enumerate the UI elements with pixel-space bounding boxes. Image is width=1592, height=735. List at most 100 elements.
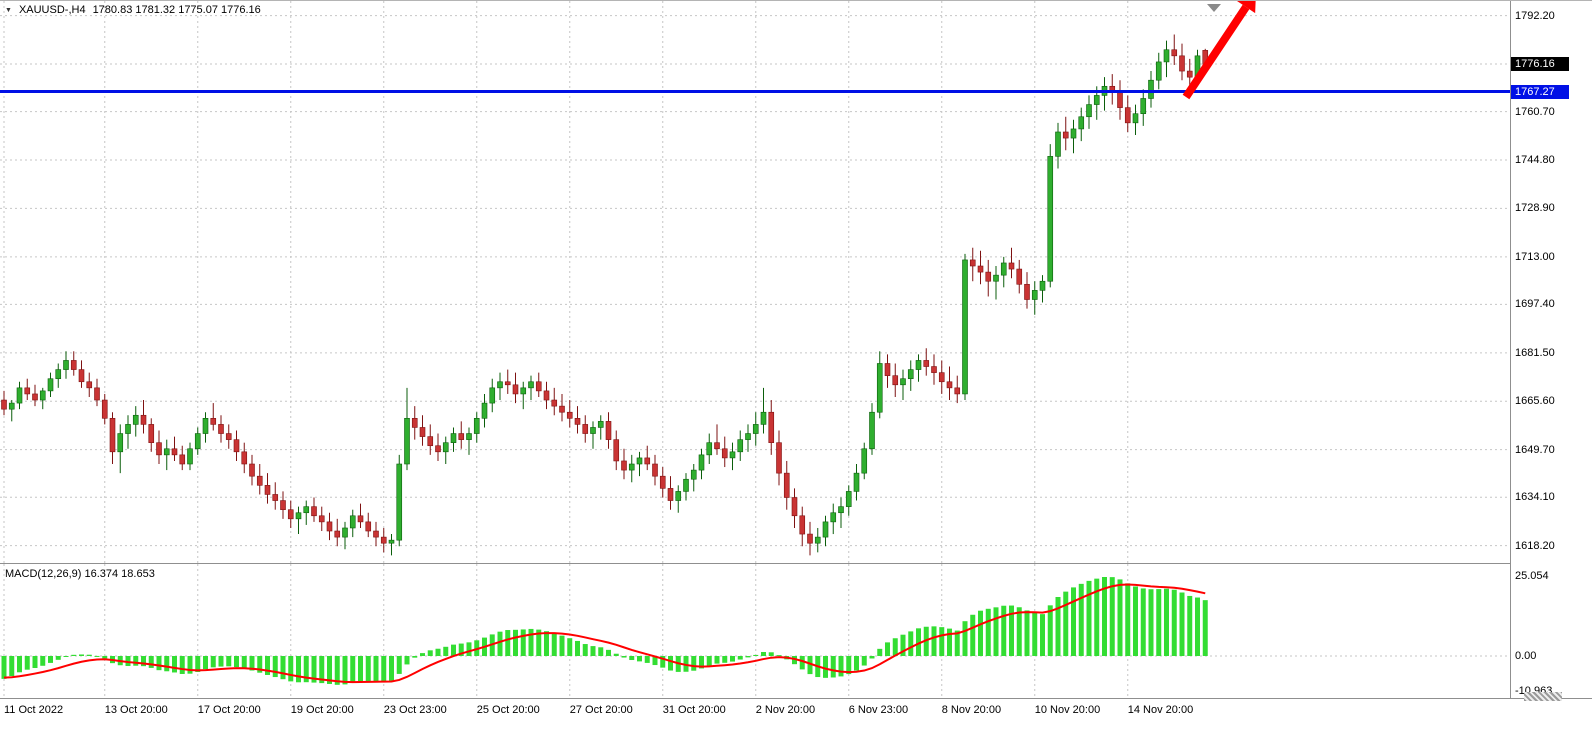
candle [55, 363, 62, 388]
current-price-tag: 1776.16 [1511, 57, 1569, 72]
candle [683, 473, 689, 501]
time-axis-label: 27 Oct 20:00 [569, 704, 633, 716]
candle [489, 378, 496, 413]
candle [70, 351, 77, 376]
candle [466, 427, 472, 455]
candle [799, 506, 806, 547]
ohlc-values: 1780.83 1781.32 1775.07 1776.16 [92, 4, 261, 16]
candle [574, 406, 581, 434]
macd-axis-label: 25.054 [1515, 570, 1549, 583]
candle [737, 430, 744, 461]
price-axis[interactable]: 1776.16 1767.27 1792.20 1760.70 1744.80 172… [1511, 1, 1592, 698]
candle [962, 253, 968, 401]
candle [109, 412, 116, 465]
candle [667, 476, 674, 510]
candle [187, 442, 193, 471]
candle [311, 497, 317, 522]
candle [853, 464, 860, 501]
candle [900, 369, 906, 401]
candle [1132, 104, 1139, 136]
trend-arrow-annotation[interactable] [1182, 4, 1250, 100]
candle [1039, 275, 1046, 303]
candle [698, 448, 705, 480]
candle [442, 436, 449, 465]
time-axis-label: 13 Oct 20:00 [104, 704, 168, 716]
candle [156, 430, 162, 465]
symbol-dropdown-icon[interactable]: ▼ [5, 6, 12, 14]
candle [760, 387, 767, 434]
candle [1163, 40, 1170, 78]
time-axis-label: 11 Oct 2022 [4, 704, 64, 716]
macd-grid [0, 564, 1510, 698]
candle [8, 400, 15, 422]
time-axis-label: 19 Oct 20:00 [290, 704, 354, 716]
candle [869, 403, 875, 455]
candle [404, 387, 410, 471]
candle [388, 534, 395, 556]
candle [1171, 34, 1178, 65]
candle [931, 354, 937, 385]
candle [690, 464, 697, 492]
candle [838, 497, 844, 528]
candle [1024, 272, 1030, 309]
candle [993, 266, 999, 300]
candle [365, 512, 372, 538]
candle [729, 442, 736, 471]
candle [807, 521, 813, 556]
price-axis-label: 1760.70 [1515, 105, 1555, 118]
candle [326, 512, 333, 541]
time-axis[interactable]: 11 Oct 2022 13 Oct 20:00 17 Oct 20:00 19 Oc… [0, 699, 1592, 735]
candle [985, 259, 992, 297]
candle [938, 360, 945, 394]
candle [1140, 89, 1147, 126]
time-axis-label: 25 Oct 20:00 [476, 704, 540, 716]
candle [272, 482, 279, 510]
candle [194, 427, 201, 455]
candle [876, 351, 883, 419]
time-axis-label: 10 Nov 20:00 [1034, 704, 1101, 716]
chart-shift-marker[interactable] [1207, 4, 1221, 12]
candle [256, 464, 263, 495]
candle [822, 515, 829, 547]
candle [427, 424, 434, 455]
candle [1124, 95, 1131, 132]
candle [287, 500, 294, 528]
candle [752, 412, 759, 446]
candle [892, 363, 899, 397]
price-chart-canvas[interactable] [0, 1, 1510, 563]
price-axis-label: 1713.00 [1515, 250, 1555, 263]
axis-divider [1510, 1, 1511, 698]
candle [652, 454, 658, 486]
candle [357, 503, 364, 528]
price-axis-label: 1792.20 [1515, 9, 1555, 22]
resize-grip[interactable] [1524, 692, 1562, 701]
macd-indicator-canvas[interactable] [0, 564, 1510, 698]
candle [535, 372, 542, 397]
price-axis-label: 1649.70 [1515, 443, 1555, 456]
hline-price-tag: 1767.27 [1511, 84, 1569, 99]
candle [923, 348, 930, 376]
time-axis-label: 2 Nov 20:00 [755, 704, 816, 716]
candle [132, 406, 139, 437]
candle [714, 424, 720, 455]
candle [636, 451, 643, 477]
candle [458, 421, 465, 449]
candle [861, 442, 868, 480]
candle [280, 491, 286, 519]
panel-divider-macd-time [0, 698, 1592, 699]
candle [435, 433, 441, 461]
candle [791, 488, 798, 528]
candle [1101, 77, 1108, 111]
candle [551, 387, 558, 416]
candle [179, 445, 186, 471]
candle [318, 506, 325, 532]
candle [954, 375, 961, 404]
macd-histogram [1, 577, 1208, 685]
candle [512, 372, 519, 404]
candle [582, 415, 589, 443]
candle [419, 415, 426, 446]
candle [225, 424, 232, 449]
candle [342, 521, 348, 550]
candle [659, 467, 666, 498]
candle [907, 360, 914, 391]
